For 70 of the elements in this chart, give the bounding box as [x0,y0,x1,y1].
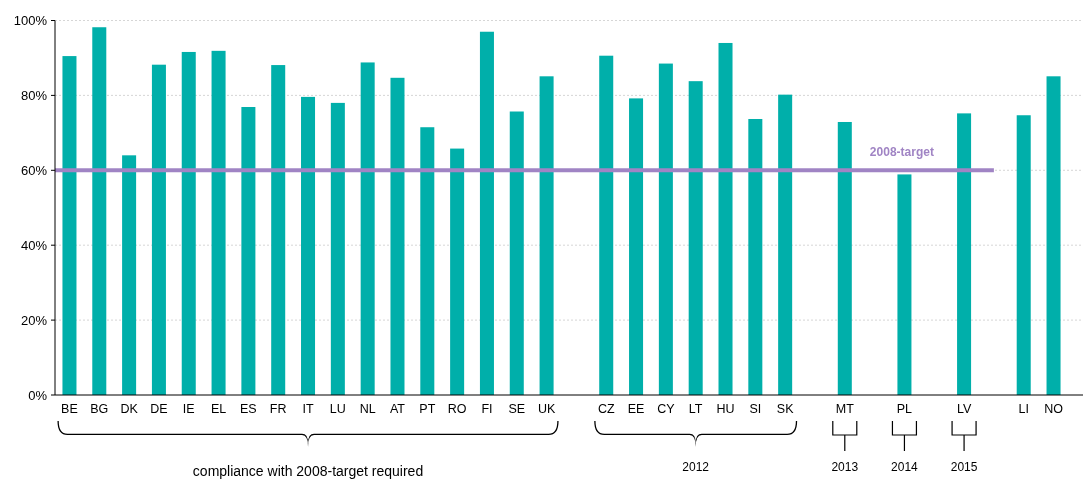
x-tick-label: UK [537,402,556,416]
x-tick-label: CZ [597,402,615,416]
bar [450,148,465,395]
bar [1046,76,1061,395]
bar [211,50,226,395]
y-tick-label: 20% [20,312,48,328]
x-tick-label: RO [447,402,467,416]
x-tick-label: SI [749,402,762,416]
ref-line-label: 2008-target [869,145,934,160]
bar [390,77,405,395]
bar [271,65,286,395]
bar [479,31,494,395]
bar [688,81,703,395]
bar [360,62,375,395]
x-tick-label: NL [359,402,376,416]
bar [330,102,345,395]
x-tick-label: LU [329,402,346,416]
bar [718,42,733,395]
text: 2012 [682,460,710,474]
x-tick-label: LI [1018,402,1029,416]
bar [509,111,524,395]
x-tick-label: CY [657,402,676,416]
x-tick-label: BG [90,402,109,416]
y-tick-label: 100% [13,13,48,29]
bar [1016,115,1031,395]
x-tick-label: EL [210,402,227,416]
x-tick-label: DK [120,402,139,416]
bar [748,118,763,395]
bar [658,63,673,395]
y-tick-label: 0% [28,387,48,403]
x-tick-label: IT [302,402,314,416]
text: 2015 [950,460,978,474]
y-tick-label: 60% [20,162,48,178]
x-tick-label: LT [688,402,703,416]
x-tick-label: LV [956,402,972,416]
x-tick-label: FR [269,402,287,416]
x-tick-label: DE [150,402,168,416]
bar [181,51,196,395]
bar [301,96,316,395]
x-tick-label: FI [481,402,493,416]
bar [62,56,77,395]
bar [241,107,256,395]
bar [599,55,614,395]
text: 2013 [831,460,859,474]
bar [539,76,554,395]
x-tick-label: EE [627,402,645,416]
x-tick-label: BE [61,402,78,416]
text: compliance with 2008-target required [192,463,424,479]
bar [837,121,852,395]
bar [957,113,972,395]
x-tick-label: PT [419,402,436,416]
x-tick-label: AT [389,402,406,416]
x-tick-label: MT [835,402,855,416]
bar [420,127,435,395]
text: 2014 [891,460,919,474]
y-tick-label: 40% [20,237,48,253]
y-tick-label: 80% [20,87,48,103]
bar [778,94,793,395]
x-tick-label: ES [240,402,257,416]
bar [151,64,166,395]
bar [92,27,107,395]
x-tick-label: PL [896,402,913,416]
x-tick-label: NO [1044,402,1064,416]
bar [629,98,644,395]
x-tick-label: HU [716,402,735,416]
x-tick-label: SE [508,402,526,416]
x-tick-label: SK [776,402,795,416]
x-tick-label: IE [182,402,195,416]
bar [897,174,912,395]
bar [122,155,137,395]
